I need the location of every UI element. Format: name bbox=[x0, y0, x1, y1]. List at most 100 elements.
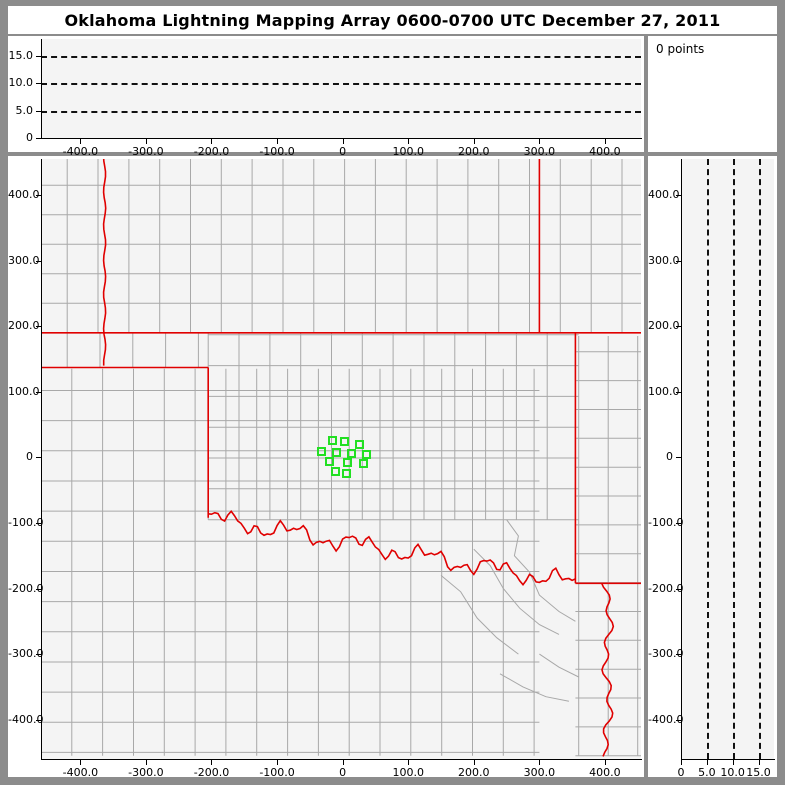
y-axis-line bbox=[681, 159, 682, 759]
y-tick-label: 100.0 bbox=[648, 384, 680, 398]
y-tick bbox=[676, 195, 681, 197]
y-tick-label: -100.0 bbox=[648, 515, 684, 529]
time-height-panel[interactable]: 0 5.0 10.0 15.0 -400.0 -300.0 -200.0 -100.0 0 100… bbox=[8, 36, 644, 157]
lma-station-marker bbox=[361, 449, 371, 459]
x-tick-label: 100.0 bbox=[392, 145, 424, 158]
y-tick bbox=[36, 522, 41, 524]
y-tick-label: 5.0 bbox=[15, 103, 34, 117]
x-axis-line bbox=[41, 759, 642, 760]
x-tick bbox=[211, 760, 213, 765]
x-tick bbox=[211, 139, 213, 144]
x-tick-label: 15.0 bbox=[746, 766, 771, 779]
x-tick bbox=[604, 139, 606, 144]
x-tick bbox=[145, 139, 147, 144]
x-tick-label: 0 bbox=[677, 766, 685, 779]
x-tick bbox=[473, 139, 475, 144]
lma-station-marker bbox=[340, 437, 350, 447]
y-tick bbox=[676, 391, 681, 393]
height-distance-panel[interactable]: -400.0 -300.0 -200.0 -100.0 0 100.0 200.0 300.0… bbox=[648, 156, 777, 779]
y-tick bbox=[36, 260, 41, 262]
x-tick-label: 400.0 bbox=[589, 145, 621, 158]
grid-line-v bbox=[706, 159, 709, 759]
y-tick bbox=[676, 654, 681, 656]
lma-station-marker bbox=[347, 448, 357, 458]
y-tick bbox=[36, 138, 41, 139]
y-tick bbox=[36, 457, 41, 459]
height-distance-plot-area[interactable] bbox=[681, 159, 774, 759]
x-tick-label: -100.0 bbox=[259, 766, 295, 779]
y-tick bbox=[36, 391, 41, 393]
x-tick bbox=[277, 139, 279, 144]
x-tick bbox=[342, 760, 344, 765]
texas-louisiana-border bbox=[600, 582, 615, 757]
x-tick bbox=[80, 760, 82, 765]
x-tick-label: 200.0 bbox=[458, 145, 490, 158]
plan-view-map-panel[interactable]: -400.0 -300.0 -200.0 -100.0 0 100.0 200.0 300.0… bbox=[8, 156, 644, 779]
lma-station-marker bbox=[332, 447, 342, 457]
y-tick-label: 400.0 bbox=[648, 188, 680, 202]
x-tick bbox=[604, 760, 606, 765]
y-tick bbox=[676, 457, 681, 459]
y-tick bbox=[36, 326, 41, 328]
x-tick-label: 200.0 bbox=[458, 766, 490, 779]
y-tick-label: -200.0 bbox=[648, 581, 684, 595]
y-tick-label: 10.0 bbox=[8, 76, 34, 89]
x-tick-label: 10.0 bbox=[720, 766, 745, 779]
y-tick-label: 15.0 bbox=[8, 48, 34, 62]
y-tick-label: 0 bbox=[666, 450, 673, 464]
y-axis-line bbox=[41, 159, 42, 759]
y-tick-label: 300.0 bbox=[648, 253, 680, 267]
map-geography bbox=[41, 159, 641, 757]
x-tick-label: -300.0 bbox=[128, 145, 164, 158]
lma-station-marker bbox=[355, 439, 365, 449]
county-borders-detail bbox=[440, 519, 579, 702]
y-tick-label: 200.0 bbox=[8, 319, 40, 333]
x-tick bbox=[732, 760, 734, 765]
y-tick bbox=[36, 110, 41, 112]
x-axis-line bbox=[41, 138, 642, 139]
x-tick bbox=[706, 760, 708, 765]
y-tick-label: -400.0 bbox=[8, 712, 44, 726]
x-tick-label: 0 bbox=[339, 145, 347, 158]
y-tick bbox=[36, 55, 41, 57]
y-tick-label: 100.0 bbox=[8, 384, 40, 398]
x-tick bbox=[145, 760, 147, 765]
y-tick-label: 300.0 bbox=[8, 253, 40, 267]
y-tick bbox=[676, 719, 681, 721]
time-height-plot-area[interactable] bbox=[41, 39, 641, 138]
x-tick-label: 100.0 bbox=[392, 766, 424, 779]
x-tick-label: 300.0 bbox=[523, 145, 556, 158]
x-tick-label: -200.0 bbox=[193, 145, 230, 158]
y-tick bbox=[36, 588, 41, 590]
y-tick bbox=[676, 260, 681, 262]
grid-line-v bbox=[758, 159, 761, 759]
x-tick bbox=[539, 139, 541, 144]
x-tick-label: 400.0 bbox=[589, 766, 621, 779]
y-tick bbox=[676, 522, 681, 524]
grid-line-h bbox=[41, 55, 641, 58]
points-count-label: 0 points bbox=[656, 42, 705, 56]
y-tick-label: -400.0 bbox=[648, 712, 684, 726]
x-tick-label: 0 bbox=[339, 766, 347, 779]
lma-station-marker bbox=[325, 456, 334, 466]
x-tick bbox=[473, 760, 475, 765]
x-tick bbox=[408, 760, 410, 765]
y-tick-label: -300.0 bbox=[648, 647, 684, 661]
y-tick-label: 200.0 bbox=[648, 319, 680, 333]
x-tick bbox=[681, 760, 682, 765]
y-tick bbox=[36, 719, 41, 721]
lma-station-marker bbox=[317, 447, 327, 456]
x-tick bbox=[80, 139, 82, 144]
y-tick-label: -200.0 bbox=[8, 581, 44, 595]
lma-station-marker bbox=[343, 458, 353, 468]
lma-station-marker bbox=[327, 435, 337, 445]
y-axis-line bbox=[41, 39, 42, 138]
grid-line-h bbox=[41, 110, 641, 113]
map-plot-area[interactable] bbox=[41, 159, 641, 759]
x-tick-label: -400.0 bbox=[62, 766, 99, 779]
y-tick-label: 0 bbox=[26, 131, 33, 144]
y-tick bbox=[36, 83, 41, 84]
county-borders bbox=[41, 159, 641, 757]
y-tick bbox=[36, 195, 41, 197]
x-tick-label: -100.0 bbox=[259, 145, 295, 158]
